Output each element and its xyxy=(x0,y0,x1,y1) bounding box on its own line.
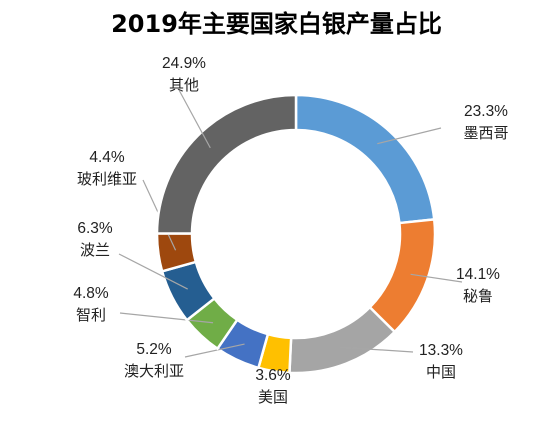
slice-2 xyxy=(288,305,397,375)
category-label-2: 中国 xyxy=(426,363,456,381)
category-label-3: 美国 xyxy=(258,388,288,406)
value-label-5: 4.8% xyxy=(73,285,109,302)
value-label-2: 13.3% xyxy=(419,342,463,359)
category-label-7: 玻利维亚 xyxy=(77,170,137,188)
category-label-4: 澳大利亚 xyxy=(124,362,184,380)
leader-line-6 xyxy=(118,253,188,290)
category-label-6: 波兰 xyxy=(80,241,110,259)
slice-8 xyxy=(155,93,298,235)
value-label-1: 14.1% xyxy=(456,266,500,283)
leader-line-8 xyxy=(178,89,211,149)
category-label-1: 秘鲁 xyxy=(463,287,493,305)
value-label-8: 24.9% xyxy=(162,55,206,72)
category-label-8: 其他 xyxy=(169,76,199,94)
category-label-5: 智利 xyxy=(76,306,106,324)
leader-line-1 xyxy=(410,273,463,283)
slice-1 xyxy=(368,218,437,334)
value-label-4: 5.2% xyxy=(136,341,172,358)
slice-0 xyxy=(294,93,436,225)
leader-line-0 xyxy=(377,127,442,145)
value-label-7: 4.4% xyxy=(89,149,125,166)
category-label-0: 墨西哥 xyxy=(463,124,508,142)
leader-line-4 xyxy=(184,343,245,358)
leader-line-2 xyxy=(340,346,414,353)
value-label-6: 6.3% xyxy=(77,220,113,237)
chart-title: 2019年主要国家白银产量占比 xyxy=(111,10,442,38)
value-label-3: 3.6% xyxy=(255,367,291,384)
value-label-0: 23.3% xyxy=(464,103,508,120)
leader-line-5 xyxy=(119,312,214,324)
